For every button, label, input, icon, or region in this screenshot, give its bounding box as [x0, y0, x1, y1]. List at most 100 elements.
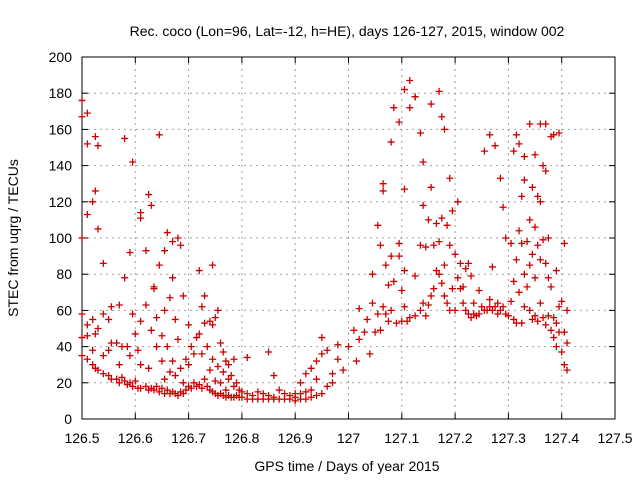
grid-layer	[82, 57, 615, 419]
data-point	[438, 214, 446, 222]
data-point	[107, 303, 115, 311]
data-point	[488, 306, 496, 314]
data-point	[329, 370, 337, 378]
data-point	[411, 93, 419, 101]
data-point	[462, 265, 470, 273]
data-point	[113, 339, 121, 347]
data-point	[542, 167, 550, 175]
data-point	[534, 192, 542, 200]
data-point	[510, 315, 518, 323]
data-point	[185, 361, 193, 369]
y-tick-label: 0	[64, 411, 72, 427]
data-point	[520, 176, 528, 184]
data-point	[515, 288, 523, 296]
data-point	[560, 361, 568, 369]
data-point	[403, 317, 411, 325]
data-point	[416, 306, 424, 314]
data-point	[400, 267, 408, 275]
data-point	[448, 207, 456, 215]
data-point	[376, 326, 384, 334]
data-point	[491, 303, 499, 311]
data-point	[89, 315, 97, 323]
data-point	[222, 386, 230, 394]
data-point	[94, 142, 102, 150]
data-point	[387, 138, 395, 146]
data-point	[475, 286, 483, 294]
data-point	[318, 390, 326, 398]
data-point	[198, 350, 206, 358]
data-point	[424, 216, 432, 224]
data-point	[238, 393, 246, 401]
data-point	[379, 180, 387, 188]
data-point	[560, 239, 568, 247]
data-point	[467, 314, 475, 322]
data-point	[174, 234, 182, 242]
data-point	[550, 131, 558, 139]
data-point	[427, 183, 435, 191]
data-point	[547, 283, 555, 291]
data-point	[422, 243, 430, 251]
data-point	[187, 384, 195, 392]
data-point	[99, 352, 107, 360]
data-point	[187, 343, 195, 351]
data-point	[395, 118, 403, 126]
data-point	[166, 368, 174, 376]
data-point	[496, 174, 504, 182]
data-point	[163, 343, 171, 351]
data-point	[115, 361, 123, 369]
data-point	[94, 366, 102, 374]
x-tick-label: 127.3	[491, 430, 526, 446]
data-point	[419, 201, 427, 209]
data-point	[83, 210, 91, 218]
x-tick-label: 126.7	[171, 430, 206, 446]
data-point	[368, 270, 376, 278]
data-point	[560, 328, 568, 336]
data-point	[185, 321, 193, 329]
data-point	[555, 129, 563, 137]
data-point	[313, 375, 321, 383]
data-point	[430, 241, 438, 249]
data-point	[366, 350, 374, 358]
data-point	[384, 317, 392, 325]
data-point	[345, 343, 352, 351]
data-point	[121, 134, 129, 142]
data-point	[438, 113, 446, 121]
data-point	[390, 277, 398, 285]
data-point	[195, 330, 203, 338]
data-point	[523, 283, 531, 291]
data-point	[451, 250, 459, 258]
data-point	[243, 353, 251, 361]
data-point	[536, 198, 544, 206]
data-point	[155, 131, 163, 139]
data-point	[526, 261, 534, 269]
data-point	[307, 364, 315, 372]
data-point	[94, 325, 102, 332]
data-point	[536, 299, 544, 307]
x-tick-label: 127.4	[544, 430, 579, 446]
data-point	[323, 346, 331, 354]
data-point	[536, 256, 544, 264]
data-point	[459, 299, 467, 307]
data-point	[390, 104, 398, 112]
data-point	[542, 120, 550, 128]
data-point	[233, 379, 241, 387]
data-point	[171, 315, 179, 323]
data-point	[203, 382, 211, 390]
data-point	[209, 321, 217, 329]
data-point	[137, 361, 145, 369]
data-point	[544, 234, 552, 242]
data-point	[126, 352, 134, 360]
data-point	[360, 328, 368, 336]
x-tick-label: 126.9	[278, 430, 313, 446]
data-point	[137, 384, 145, 392]
data-point	[531, 312, 539, 320]
data-point	[499, 303, 507, 311]
data-point	[334, 341, 342, 349]
y-tick-label: 100	[49, 230, 73, 246]
data-point	[355, 335, 363, 343]
data-point	[190, 379, 198, 387]
data-point	[507, 297, 515, 305]
data-point	[78, 113, 86, 121]
data-point	[83, 355, 91, 363]
y-tick-label: 60	[56, 302, 72, 318]
